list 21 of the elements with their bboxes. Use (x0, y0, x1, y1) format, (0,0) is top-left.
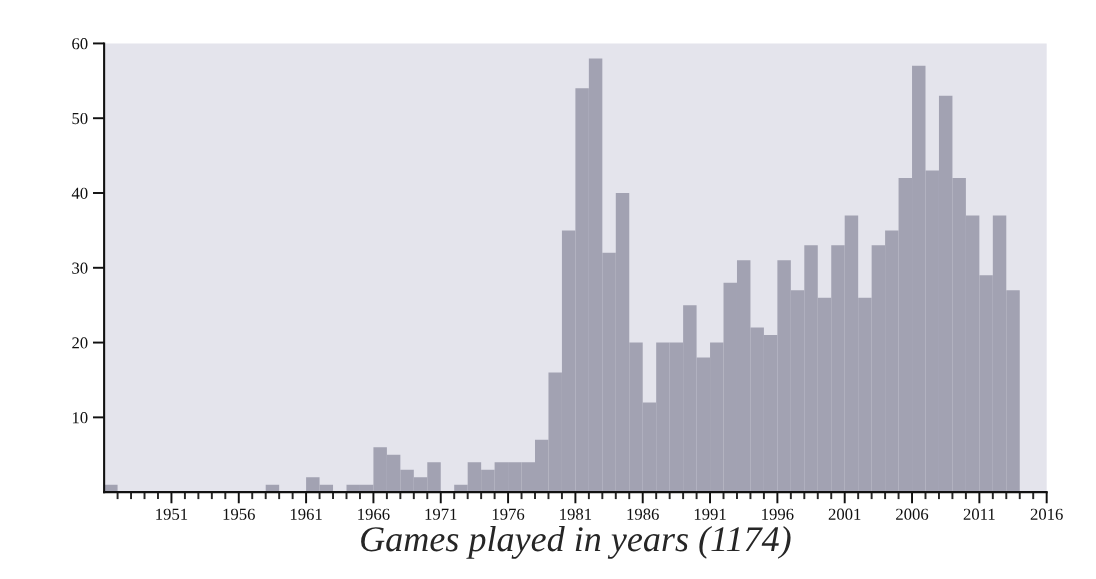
x-tick-label: 1986 (627, 508, 659, 520)
x-tick-label: 1981 (560, 508, 592, 520)
x-axis-title: Games played in years (1174) (361, 526, 791, 559)
y-tick-label: 20 (72, 337, 88, 349)
x-tick-label: 2001 (828, 508, 861, 520)
x-tick-label: 1971 (425, 508, 457, 520)
x-tick-label: 2016 (1030, 508, 1063, 520)
y-tick-label: 30 (72, 262, 88, 274)
x-tick-label: 1991 (694, 508, 726, 520)
x-tick-label: 1956 (223, 508, 255, 520)
x-tick-label: 1976 (492, 508, 525, 520)
x-tick-label: 1961 (290, 508, 322, 520)
y-tick-label: 50 (72, 112, 88, 125)
y-tick-label: 40 (71, 187, 88, 199)
x-tick-label: 2006 (896, 508, 929, 520)
y-tick-label: 60 (72, 38, 88, 50)
x-tick-label: 1996 (762, 508, 794, 520)
y-tick-label: 10 (72, 412, 88, 424)
x-tick-label: 1966 (358, 508, 390, 520)
x-tick-label: 2011 (963, 508, 995, 520)
x-tick-label: 1951 (156, 508, 188, 520)
